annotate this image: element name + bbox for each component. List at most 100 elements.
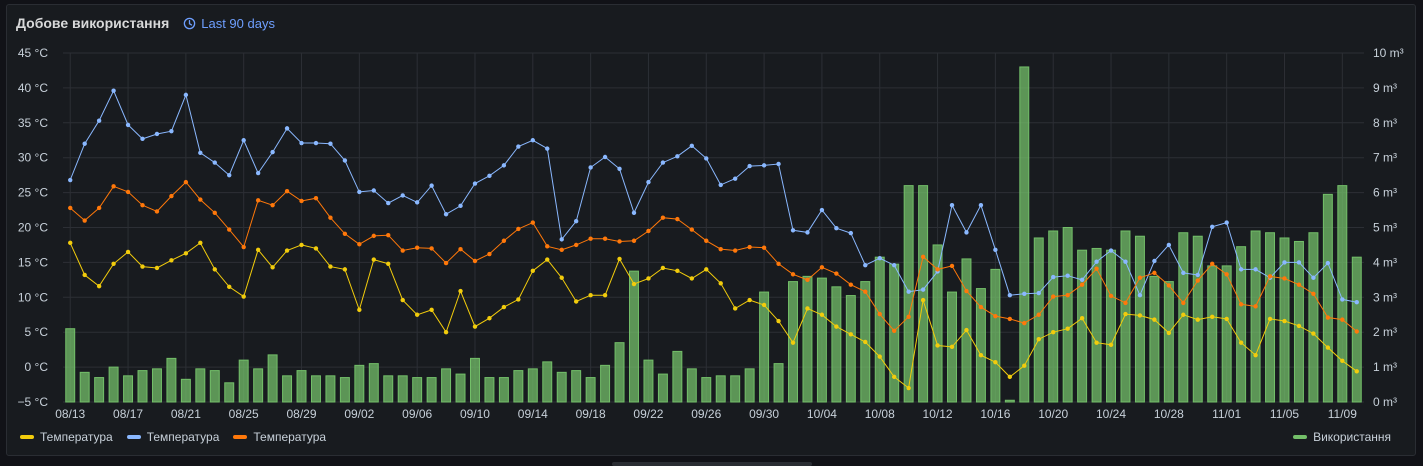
temperature-point-blue: [82, 141, 87, 146]
temperature-point-yellow: [1022, 363, 1027, 368]
temperature-point-yellow: [357, 307, 362, 313]
usage-bar: [282, 375, 293, 403]
y-left-tick-label: 20 °C: [18, 221, 48, 235]
temperature-point-orange: [559, 247, 564, 253]
temperature-point-orange: [400, 248, 405, 253]
temperature-point-orange: [920, 254, 926, 260]
y-right-tick-label: 10 m³: [1373, 46, 1404, 60]
temperature-point-orange: [1123, 300, 1128, 306]
temperature-point-yellow: [1123, 311, 1128, 317]
temperature-point-blue: [1137, 293, 1143, 298]
temperature-point-orange: [964, 288, 969, 294]
temperature-point-yellow: [400, 297, 405, 303]
usage-bar: [426, 377, 437, 403]
temperature-point-orange: [371, 233, 376, 239]
usage-bar: [1207, 265, 1218, 403]
usage-bar: [874, 256, 885, 403]
temperature-point-blue: [993, 247, 998, 253]
temperature-point-yellow: [964, 327, 969, 333]
temperature-point-yellow: [328, 264, 333, 269]
temperature-point-blue: [1195, 272, 1200, 278]
y-left-tick-label: 40 °C: [18, 81, 48, 95]
x-tick-label: 11/01: [1212, 407, 1241, 421]
temperature-point-yellow: [877, 354, 882, 359]
temperature-point-yellow: [96, 283, 102, 289]
usage-bar: [600, 364, 611, 403]
temperature-point-yellow: [270, 265, 275, 270]
x-tick-label: 09/14: [518, 407, 548, 421]
temperature-point-blue: [646, 179, 651, 185]
temperature-point-yellow: [834, 324, 839, 329]
temperature-point-blue: [949, 202, 955, 208]
temperature-point-blue: [704, 156, 709, 161]
temperature-point-blue: [891, 262, 897, 268]
y-left-tick-label: 30 °C: [18, 151, 48, 165]
temperature-point-yellow: [993, 360, 998, 365]
temperature-point-yellow: [68, 240, 73, 246]
usage-bar: [513, 370, 524, 403]
legend-item-temp-orange[interactable]: Температура: [233, 430, 326, 444]
temperature-point-blue: [299, 140, 304, 146]
temperature-point-orange: [545, 244, 550, 249]
temperature-point-blue: [313, 140, 319, 146]
temperature-point-orange: [487, 251, 492, 257]
temperature-point-blue: [357, 189, 362, 195]
temperature-point-yellow: [111, 261, 116, 266]
legend-item-usage[interactable]: Використання: [1293, 430, 1391, 444]
temperature-point-orange: [1065, 293, 1070, 298]
temperature-point-yellow: [212, 267, 217, 272]
time-range-picker[interactable]: Last 90 days: [183, 16, 275, 31]
usage-bar: [441, 368, 452, 403]
usage-bar: [1134, 235, 1145, 403]
temperature-point-yellow: [1065, 326, 1070, 331]
usage-bar: [209, 370, 220, 403]
temperature-point-yellow: [935, 343, 940, 348]
temperature-point-blue: [964, 230, 969, 235]
y-left-tick-label: 25 °C: [18, 186, 48, 200]
temperature-point-orange: [1325, 315, 1331, 320]
temperature-point-orange: [588, 236, 593, 241]
panel-scroll-handle[interactable]: [612, 462, 812, 466]
temperature-point-blue: [559, 237, 564, 242]
usage-bar: [1004, 399, 1015, 403]
temperature-point-blue: [458, 203, 463, 209]
temperature-point-blue: [863, 262, 868, 268]
temperature-point-orange: [805, 277, 810, 283]
usage-bar: [1322, 193, 1333, 403]
temperature-point-yellow: [1195, 317, 1200, 322]
x-tick-label: 09/18: [576, 407, 606, 421]
temperature-point-orange: [819, 265, 825, 270]
legend-item-temp-yellow[interactable]: Температура: [20, 430, 113, 444]
usage-bar: [1106, 249, 1117, 403]
temperature-point-orange: [848, 282, 854, 287]
y-left-tick-label: 45 °C: [18, 46, 48, 60]
temperature-point-orange: [516, 226, 521, 232]
x-tick-label: 09/02: [344, 407, 374, 421]
usage-bar: [253, 368, 264, 403]
temperature-point-orange: [96, 205, 102, 211]
temperature-point-yellow: [1079, 316, 1085, 321]
temperature-point-orange: [530, 220, 536, 225]
temperature-point-orange: [299, 198, 304, 204]
x-tick-label: 10/08: [865, 407, 895, 421]
temperature-point-blue: [169, 128, 174, 134]
usage-bar: [1236, 246, 1247, 403]
temperature-point-yellow: [1282, 318, 1287, 324]
temperature-point-blue: [631, 210, 637, 216]
temperature-point-yellow: [1354, 369, 1359, 374]
temperature-point-orange: [1007, 316, 1013, 322]
temperature-point-orange: [949, 263, 955, 269]
temperature-point-blue: [1224, 220, 1229, 225]
temperature-point-orange: [357, 242, 362, 247]
temperature-point-orange: [573, 242, 579, 248]
temperature-point-yellow: [255, 247, 261, 253]
legend-item-temp-blue[interactable]: Температура: [126, 430, 219, 444]
temperature-point-blue: [198, 150, 203, 156]
temperature-point-blue: [834, 225, 839, 231]
temperature-point-orange: [834, 271, 839, 276]
temperature-point-yellow: [1311, 331, 1316, 336]
temperature-point-orange: [414, 245, 420, 250]
temperature-point-blue: [1065, 273, 1070, 278]
temperature-point-orange: [776, 261, 781, 266]
